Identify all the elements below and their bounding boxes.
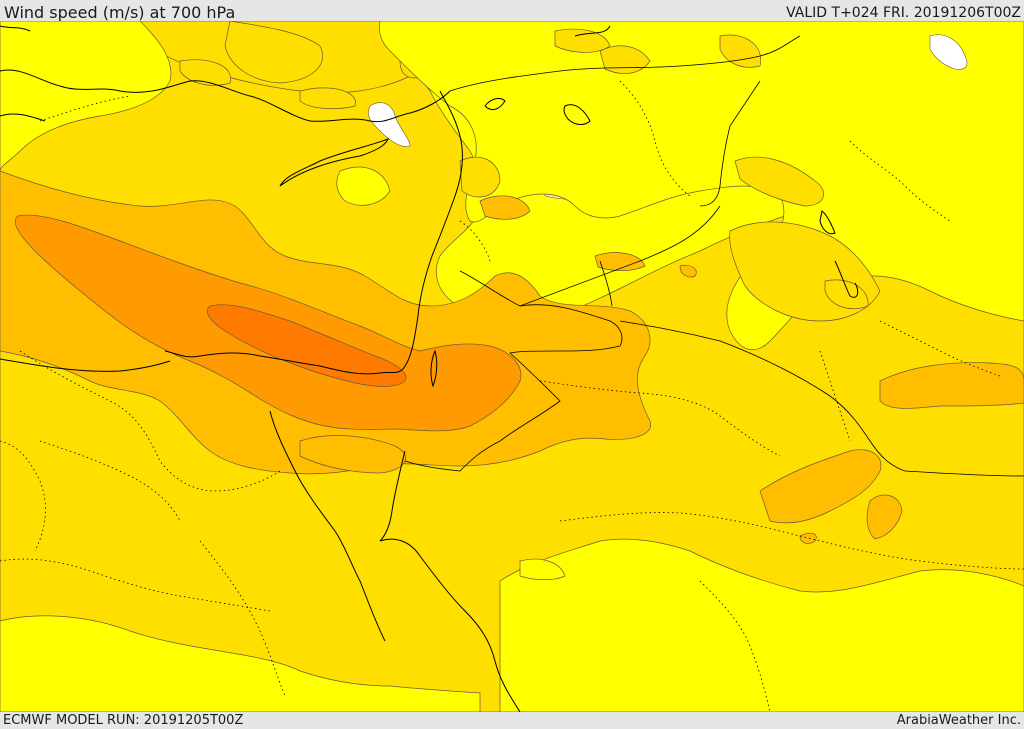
model-run-label: ECMWF MODEL RUN: 20191205T00Z	[3, 713, 244, 728]
credit-label: ArabiaWeather Inc.	[896, 713, 1021, 728]
missing-data-areas	[368, 34, 968, 147]
wind-speed-map[interactable]	[0, 21, 1024, 712]
coastlines	[0, 25, 859, 712]
country-borders	[404, 35, 1024, 477]
internal-borders	[0, 80, 1024, 712]
band-2-northern-patches	[179, 28, 881, 322]
map-header: Wind speed (m/s) at 700 hPa VALID T+024 …	[0, 0, 1024, 22]
map-title: Wind speed (m/s) at 700 hPa	[4, 3, 236, 22]
band-5-regions	[207, 304, 407, 387]
map-footer: ECMWF MODEL RUN: 20191205T00Z ArabiaWeat…	[0, 712, 1024, 729]
valid-time: VALID T+024 FRI. 20191206T00Z	[786, 5, 1021, 21]
